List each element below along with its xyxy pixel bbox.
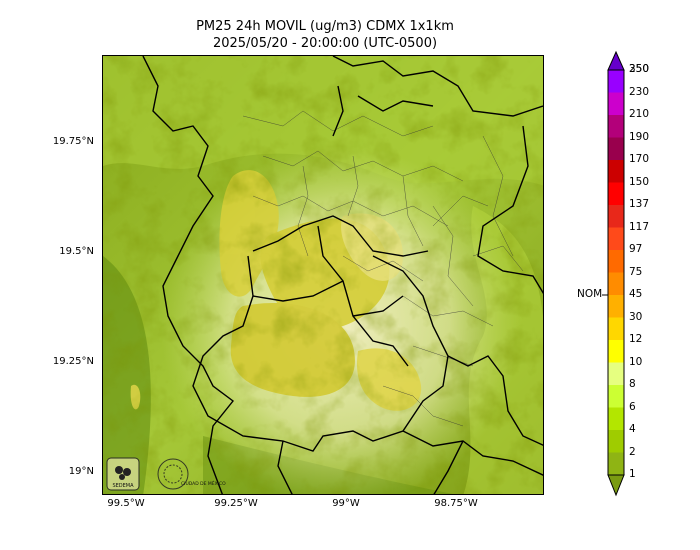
colorbar-segment [608,205,624,228]
colorbar-segment [608,250,624,273]
lat-tick-label: 19.75°N [52,136,94,147]
colorbar-segment [608,182,624,205]
colorbar-tick-label: 97 [629,243,643,255]
lat-tick-label: 19.5°N [59,246,94,257]
colorbar-tick-label: 8 [629,378,636,390]
colorbar-tick-label: 30 [629,310,643,323]
map-title: PM25 24h MOVIL (ug/m3) CDMX 1x1km [196,19,454,34]
colorbar-tick-label: 190 [629,130,650,143]
sedema-logo: SEDEMA [106,457,140,491]
colorbar-segment [608,137,624,160]
colorbar-segment [608,407,624,430]
colorbar-tick-label: 45 [629,288,643,300]
lon-tick-label: 99.5°W [107,498,145,509]
colorbar-segment [608,70,624,93]
colorbar-tick-label: 170 [629,153,650,165]
nom-label: NOM [577,288,603,300]
colorbar-tick-label: 12 [629,333,643,345]
lon-tick-label: 99.25°W [214,498,258,509]
colorbar-segment [608,272,624,295]
colorbar [602,50,625,497]
colorbar-tick-label: 210 [629,108,650,120]
colorbar-segment [608,115,624,138]
lon-tick-label: 99°W [332,498,360,509]
colorbar-segment [608,430,624,453]
colorbar-tick-label: 10 [629,355,643,368]
colorbar-segment [608,452,624,475]
colorbar-segment [608,295,624,318]
cdmx-logo: CIUDAD DE MÉXICO [157,458,226,490]
colorbar-segment [608,160,624,183]
colorbar-tick-label: 6 [629,400,636,413]
colorbar-tick-label: 137 [629,198,650,210]
state-borders [142,56,543,494]
colorbar-tick-label: 117 [629,220,650,233]
cdmx-logo-text: CIUDAD DE MÉXICO [181,479,226,487]
colorbar-extend-low [607,474,625,497]
colorbar-segment [608,340,624,363]
map-subtitle: 2025/05/20 - 20:00:00 (UTC-0500) [212,36,438,51]
lat-tick-label: 19.25°N [52,356,94,367]
colorbar-tick-label: 350 [629,63,650,75]
lat-tick-label: 19°N [68,466,94,477]
colorbar-tick-label: 150 [629,175,650,188]
colorbar-tick-label: 230 [629,85,650,98]
colorbar-tick-label: 4 [629,423,636,435]
lon-tick-label: 98.75°W [434,498,478,509]
colorbar-segment [608,362,624,385]
colorbar-segment [608,227,624,250]
colorbar-tick-label: 75 [629,265,643,278]
colorbar-tick-label: 1 [629,468,636,480]
colorbar-extend-high [607,50,625,71]
colorbar-tick-label: 250 [629,63,650,75]
sedema-logo-text: SEDEMA [112,483,134,489]
map-panel[interactable]: SEDEMA CIUDAD DE MÉXICO [102,55,544,495]
colorbar-tick-label: 2 [629,445,636,458]
pm25-map: SEDEMA CIUDAD DE MÉXICO [103,56,543,494]
colorbar-segment [608,92,624,115]
colorbar-outline [607,69,625,476]
municipality-borders [242,110,524,427]
colorbar-segment [608,317,624,340]
colorbar-segment [608,385,624,408]
